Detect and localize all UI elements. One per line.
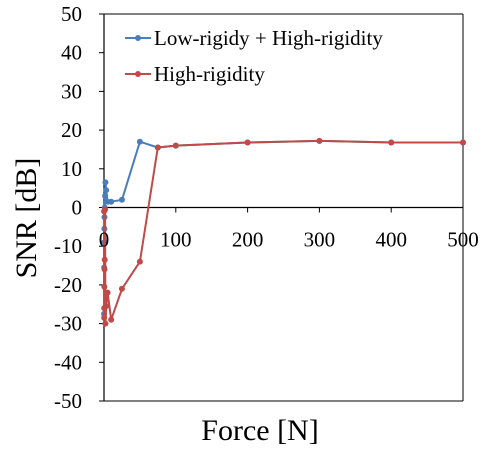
series-high-rigidity bbox=[101, 137, 466, 327]
data-point bbox=[102, 206, 109, 213]
y-tick-label: 50 bbox=[61, 2, 82, 26]
legend-label: High-rigidity bbox=[154, 62, 265, 86]
x-tick-label: 500 bbox=[447, 228, 479, 252]
data-point bbox=[136, 258, 143, 265]
legend-item: Low-rigidy + High-rigidity bbox=[125, 26, 383, 50]
data-point bbox=[108, 316, 115, 323]
data-point bbox=[388, 139, 395, 146]
y-tick-label: -50 bbox=[54, 389, 82, 413]
data-point bbox=[118, 196, 125, 203]
series-layer bbox=[101, 137, 466, 327]
x-tick-label: 0 bbox=[99, 228, 110, 252]
data-point bbox=[102, 179, 109, 186]
legend-label: Low-rigidy + High-rigidity bbox=[154, 26, 383, 50]
data-point bbox=[104, 289, 111, 296]
data-point bbox=[102, 192, 109, 199]
x-tick-label: 400 bbox=[375, 228, 407, 252]
data-point bbox=[102, 320, 109, 327]
legend-item: High-rigidity bbox=[125, 62, 265, 86]
x-tick-label: 300 bbox=[304, 228, 336, 252]
y-tick-label: -20 bbox=[54, 273, 82, 297]
data-point bbox=[101, 314, 108, 321]
series-line bbox=[103, 139, 463, 314]
y-axis-title: SNR [dB] bbox=[10, 158, 43, 279]
data-point bbox=[244, 139, 251, 146]
x-tick-label: 100 bbox=[160, 228, 192, 252]
y-tick-label: 40 bbox=[61, 41, 82, 65]
data-point bbox=[316, 137, 323, 144]
series-line bbox=[103, 139, 463, 325]
x-tick-label: 200 bbox=[232, 228, 264, 252]
data-point bbox=[103, 187, 110, 194]
y-tick-label: -40 bbox=[54, 350, 82, 374]
legend: Low-rigidy + High-rigidity High-rigidity bbox=[125, 26, 383, 86]
y-tick-label: 30 bbox=[61, 79, 82, 103]
x-axis-title: Force [N] bbox=[201, 414, 318, 447]
data-point bbox=[118, 285, 125, 292]
legend-swatch-marker bbox=[135, 71, 141, 77]
legend-swatch-marker bbox=[135, 35, 141, 41]
data-point bbox=[172, 142, 179, 149]
y-tick-label: -30 bbox=[54, 312, 82, 336]
data-point bbox=[460, 139, 466, 146]
data-point bbox=[108, 198, 115, 205]
data-point bbox=[101, 283, 108, 290]
data-point bbox=[103, 303, 110, 310]
y-tick-label: 0 bbox=[72, 196, 83, 220]
data-point bbox=[154, 144, 161, 151]
y-tick-label: 10 bbox=[61, 157, 82, 181]
data-point bbox=[101, 256, 108, 263]
y-tick-label: 20 bbox=[61, 118, 82, 142]
data-point bbox=[136, 138, 143, 145]
data-point bbox=[101, 266, 108, 273]
y-tick-label: -10 bbox=[54, 234, 82, 258]
